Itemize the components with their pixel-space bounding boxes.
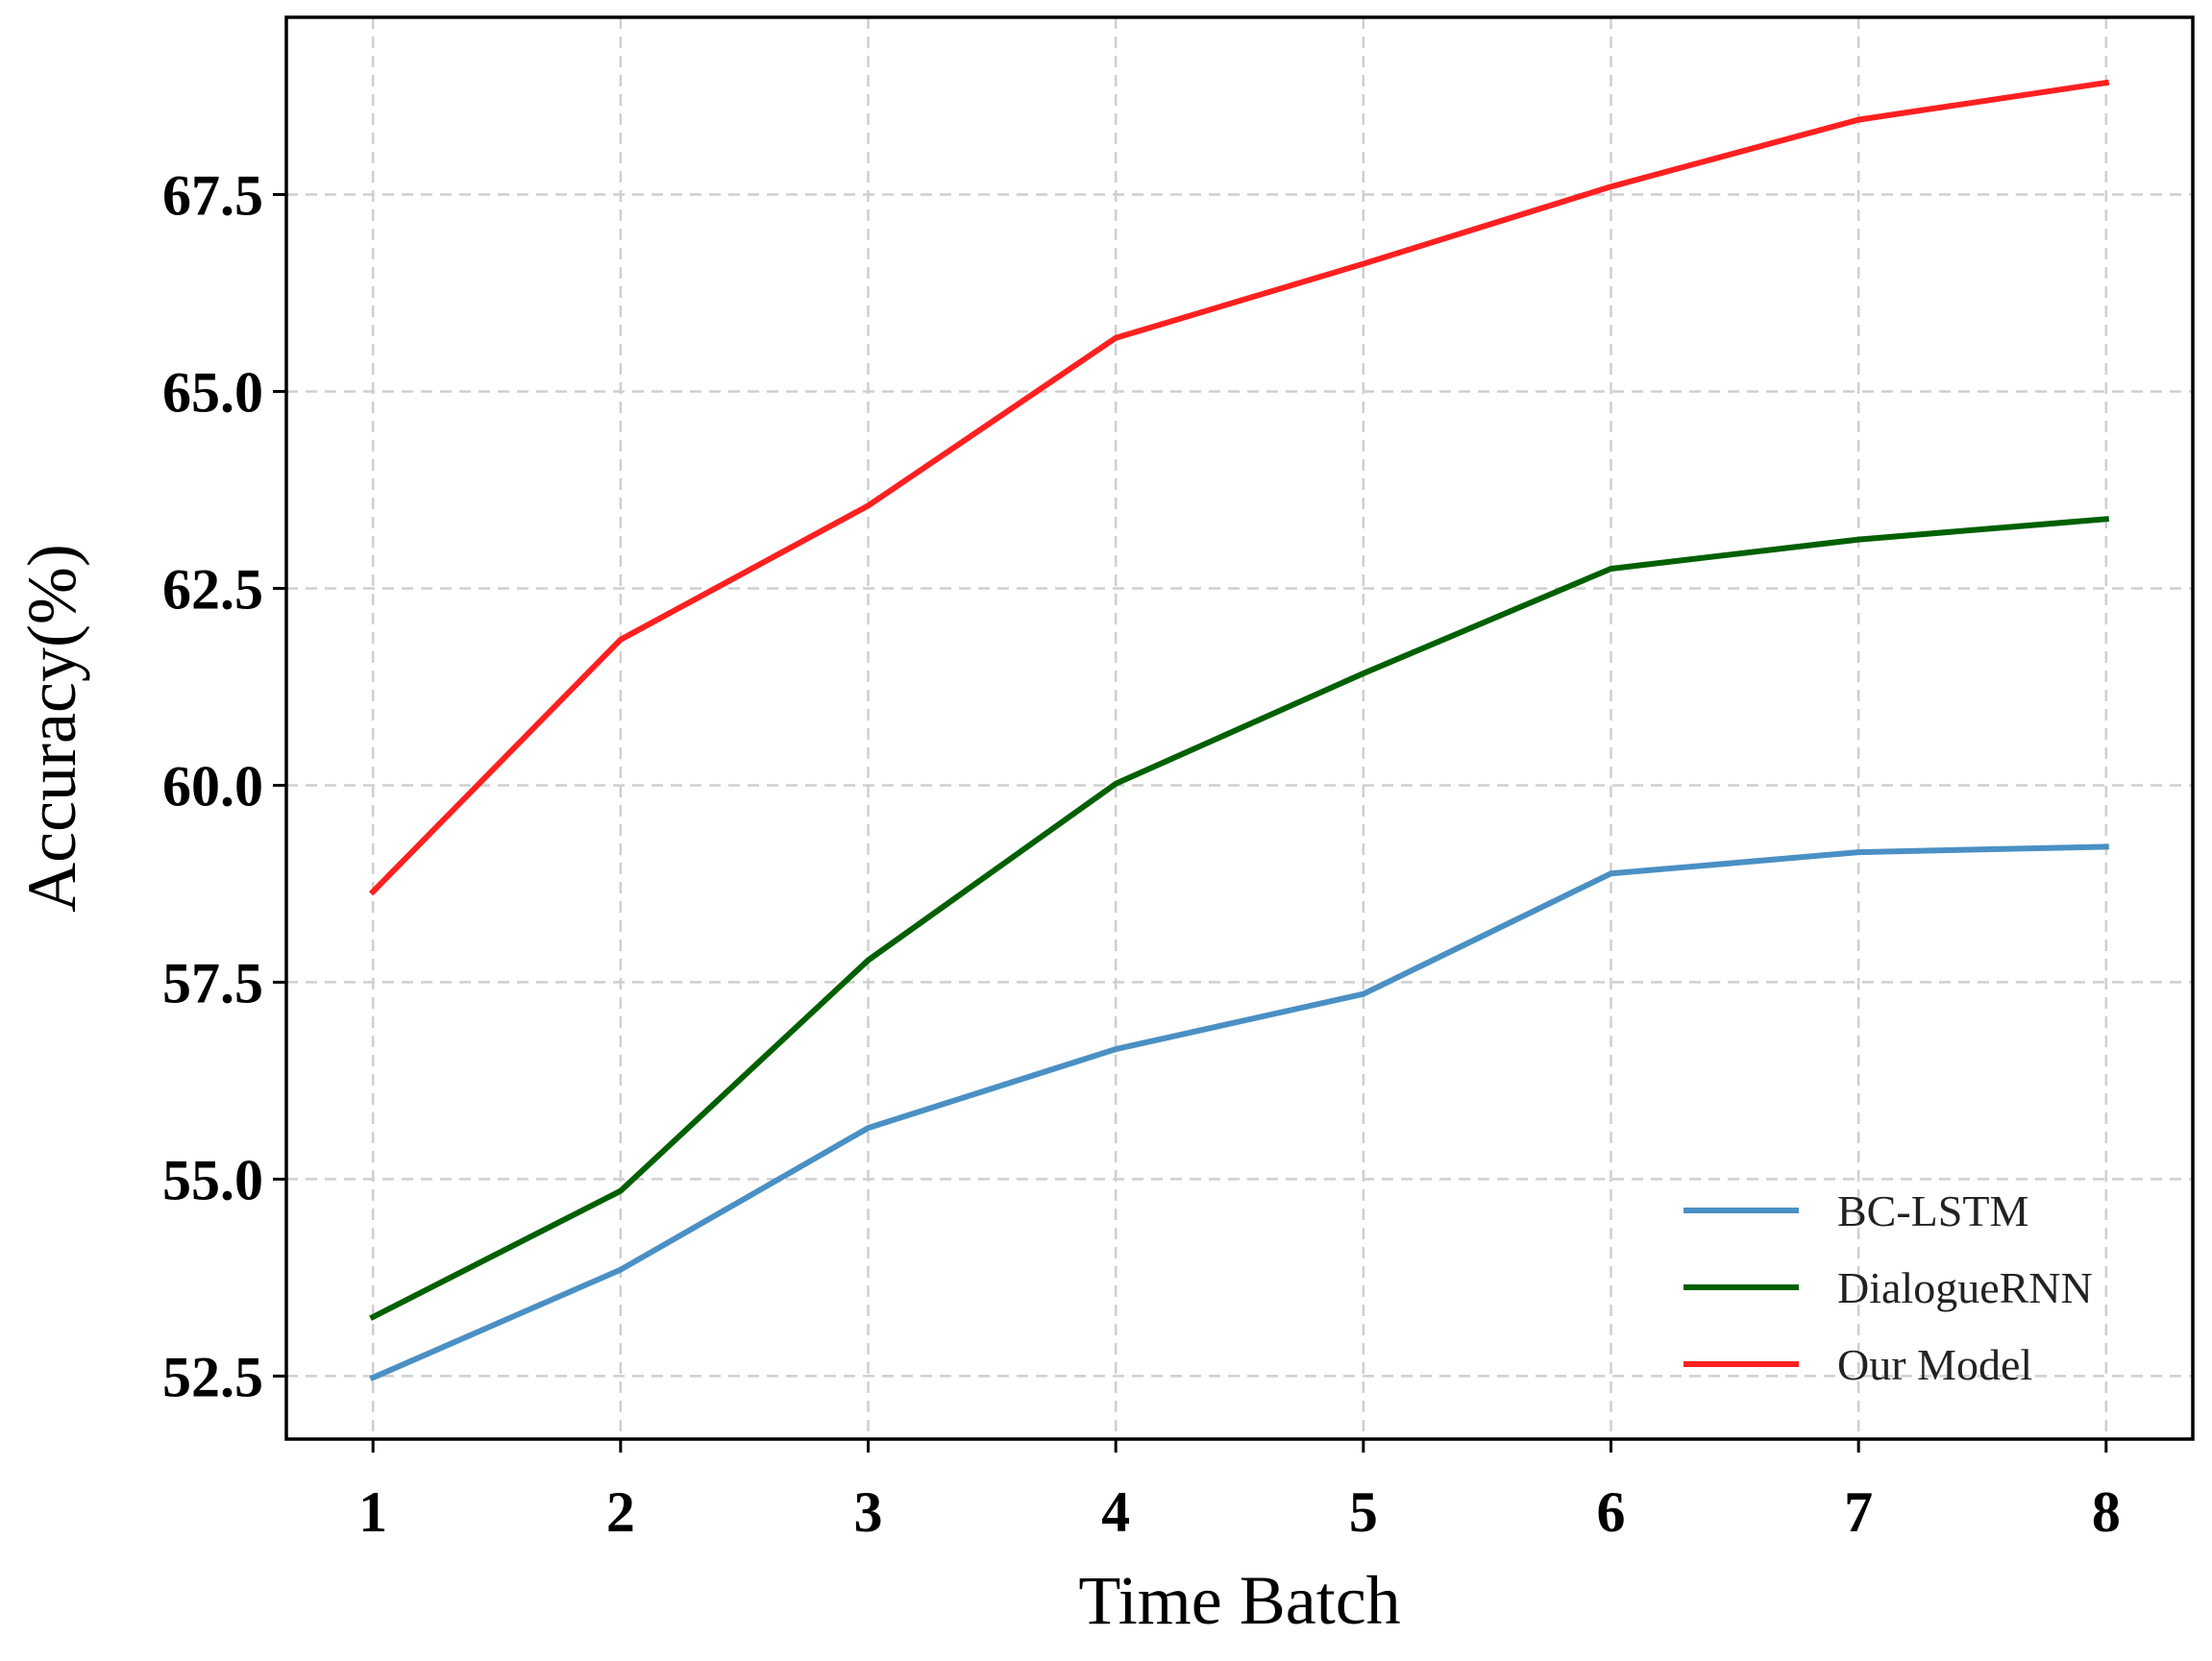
y-tick-label: 57.5 xyxy=(162,951,263,1014)
series-line-our-model xyxy=(368,79,2110,896)
x-tick-label: 8 xyxy=(2092,1480,2121,1544)
x-tick-label: 5 xyxy=(1349,1480,1378,1544)
x-axis-title: Time Batch xyxy=(1078,1562,1400,1639)
y-tick-label: 55.0 xyxy=(162,1148,263,1211)
legend-label: Our Model xyxy=(1837,1340,2032,1389)
y-tick-label: 67.5 xyxy=(162,163,263,227)
legend: BC-LSTM DialogueRNN Our Model xyxy=(1684,1186,2093,1389)
y-tick-label: 52.5 xyxy=(162,1345,263,1408)
x-tick-label: 3 xyxy=(854,1480,883,1544)
y-axis: 52.5 55.0 57.5 60.0 62.5 65.0 67.5 xyxy=(162,163,286,1408)
y-tick-label: 60.0 xyxy=(162,754,263,818)
y-tick-label: 62.5 xyxy=(162,557,263,621)
grid xyxy=(286,17,2193,1439)
x-axis: 1 2 3 4 5 6 7 8 xyxy=(358,1439,2121,1544)
series-line-bc-lstm xyxy=(369,843,2109,1381)
x-tick-label: 6 xyxy=(1596,1480,1625,1544)
x-tick-label: 7 xyxy=(1844,1480,1873,1544)
legend-label: BC-LSTM xyxy=(1837,1186,2028,1235)
plot-frame xyxy=(284,15,2195,1441)
y-tick-label: 65.0 xyxy=(162,360,263,424)
x-tick-label: 4 xyxy=(1101,1480,1130,1544)
series-layer xyxy=(368,79,2110,1381)
legend-label: DialogueRNN xyxy=(1837,1263,2093,1312)
x-tick-label: 1 xyxy=(358,1480,387,1544)
x-tick-label: 2 xyxy=(606,1480,635,1544)
series-line-dialoguernn xyxy=(369,516,2110,1321)
y-axis-title: Accuracy(%) xyxy=(13,544,90,913)
